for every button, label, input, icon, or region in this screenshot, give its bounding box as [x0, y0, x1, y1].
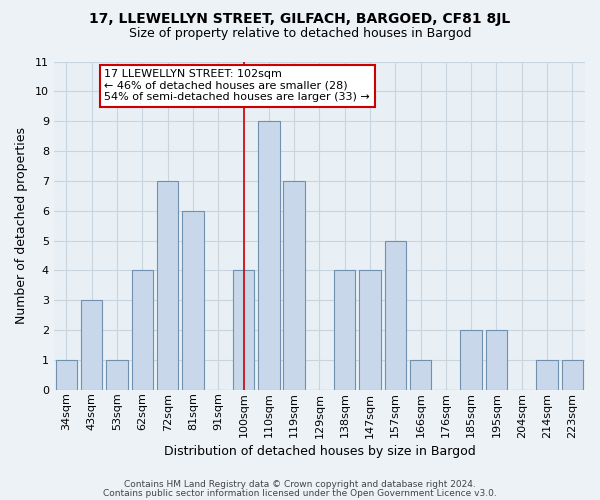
Bar	[334, 270, 355, 390]
Bar	[460, 330, 482, 390]
Bar	[486, 330, 507, 390]
Text: Contains public sector information licensed under the Open Government Licence v3: Contains public sector information licen…	[103, 489, 497, 498]
Bar	[131, 270, 153, 390]
Bar	[536, 360, 558, 390]
Text: 17 LLEWELLYN STREET: 102sqm
← 46% of detached houses are smaller (28)
54% of sem: 17 LLEWELLYN STREET: 102sqm ← 46% of det…	[104, 69, 370, 102]
Y-axis label: Number of detached properties: Number of detached properties	[15, 127, 28, 324]
Bar	[233, 270, 254, 390]
Bar	[81, 300, 103, 390]
Bar	[562, 360, 583, 390]
Bar	[385, 240, 406, 390]
Bar	[157, 181, 178, 390]
Bar	[182, 210, 203, 390]
Bar	[258, 121, 280, 390]
Text: Contains HM Land Registry data © Crown copyright and database right 2024.: Contains HM Land Registry data © Crown c…	[124, 480, 476, 489]
X-axis label: Distribution of detached houses by size in Bargod: Distribution of detached houses by size …	[164, 444, 475, 458]
Text: 17, LLEWELLYN STREET, GILFACH, BARGOED, CF81 8JL: 17, LLEWELLYN STREET, GILFACH, BARGOED, …	[89, 12, 511, 26]
Bar	[106, 360, 128, 390]
Bar	[359, 270, 381, 390]
Bar	[56, 360, 77, 390]
Bar	[410, 360, 431, 390]
Bar	[283, 181, 305, 390]
Text: Size of property relative to detached houses in Bargod: Size of property relative to detached ho…	[129, 28, 471, 40]
